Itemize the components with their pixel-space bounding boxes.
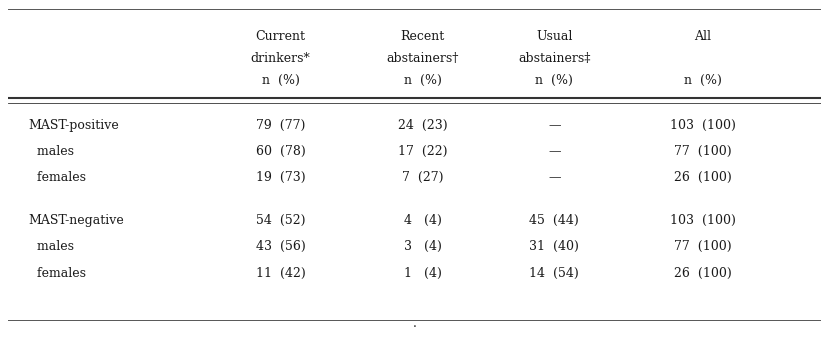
- Text: 31  (40): 31 (40): [528, 240, 579, 253]
- Text: n  (%): n (%): [535, 74, 572, 87]
- Text: 103  (100): 103 (100): [669, 119, 735, 132]
- Text: 11  (42): 11 (42): [255, 266, 305, 279]
- Text: 19  (73): 19 (73): [255, 171, 305, 184]
- Text: 3   (4): 3 (4): [403, 240, 441, 253]
- Text: abstainers‡: abstainers‡: [518, 52, 590, 65]
- Text: 17  (22): 17 (22): [397, 145, 447, 158]
- Text: Usual: Usual: [536, 30, 571, 43]
- Text: 7  (27): 7 (27): [402, 171, 443, 184]
- Text: 79  (77): 79 (77): [256, 119, 305, 132]
- Text: 60  (78): 60 (78): [255, 145, 305, 158]
- Text: 14  (54): 14 (54): [529, 266, 579, 279]
- Text: males: males: [28, 145, 74, 158]
- Text: 54  (52): 54 (52): [255, 214, 305, 227]
- Text: 103  (100): 103 (100): [669, 214, 735, 227]
- Text: —: —: [547, 119, 560, 132]
- Text: n  (%): n (%): [261, 74, 299, 87]
- Text: 26  (100): 26 (100): [673, 171, 731, 184]
- Text: Current: Current: [255, 30, 305, 43]
- Text: males: males: [28, 240, 74, 253]
- Text: n  (%): n (%): [683, 74, 721, 87]
- Text: 43  (56): 43 (56): [255, 240, 305, 253]
- Text: 77  (100): 77 (100): [673, 145, 731, 158]
- Text: —: —: [547, 145, 560, 158]
- Text: females: females: [28, 266, 85, 279]
- Text: Recent: Recent: [400, 30, 444, 43]
- Text: n  (%): n (%): [403, 74, 441, 87]
- Text: abstainers†: abstainers†: [386, 52, 458, 65]
- Text: 4   (4): 4 (4): [403, 214, 441, 227]
- Text: —: —: [547, 171, 560, 184]
- Text: drinkers*: drinkers*: [250, 52, 310, 65]
- Text: 26  (100): 26 (100): [673, 266, 731, 279]
- Text: females: females: [28, 171, 85, 184]
- Text: MAST-negative: MAST-negative: [28, 214, 124, 227]
- Text: 45  (44): 45 (44): [529, 214, 579, 227]
- Text: MAST-positive: MAST-positive: [28, 119, 119, 132]
- Text: 24  (23): 24 (23): [397, 119, 447, 132]
- Text: 1   (4): 1 (4): [403, 266, 441, 279]
- Text: .: .: [412, 317, 416, 330]
- Text: All: All: [694, 30, 710, 43]
- Text: 77  (100): 77 (100): [673, 240, 731, 253]
